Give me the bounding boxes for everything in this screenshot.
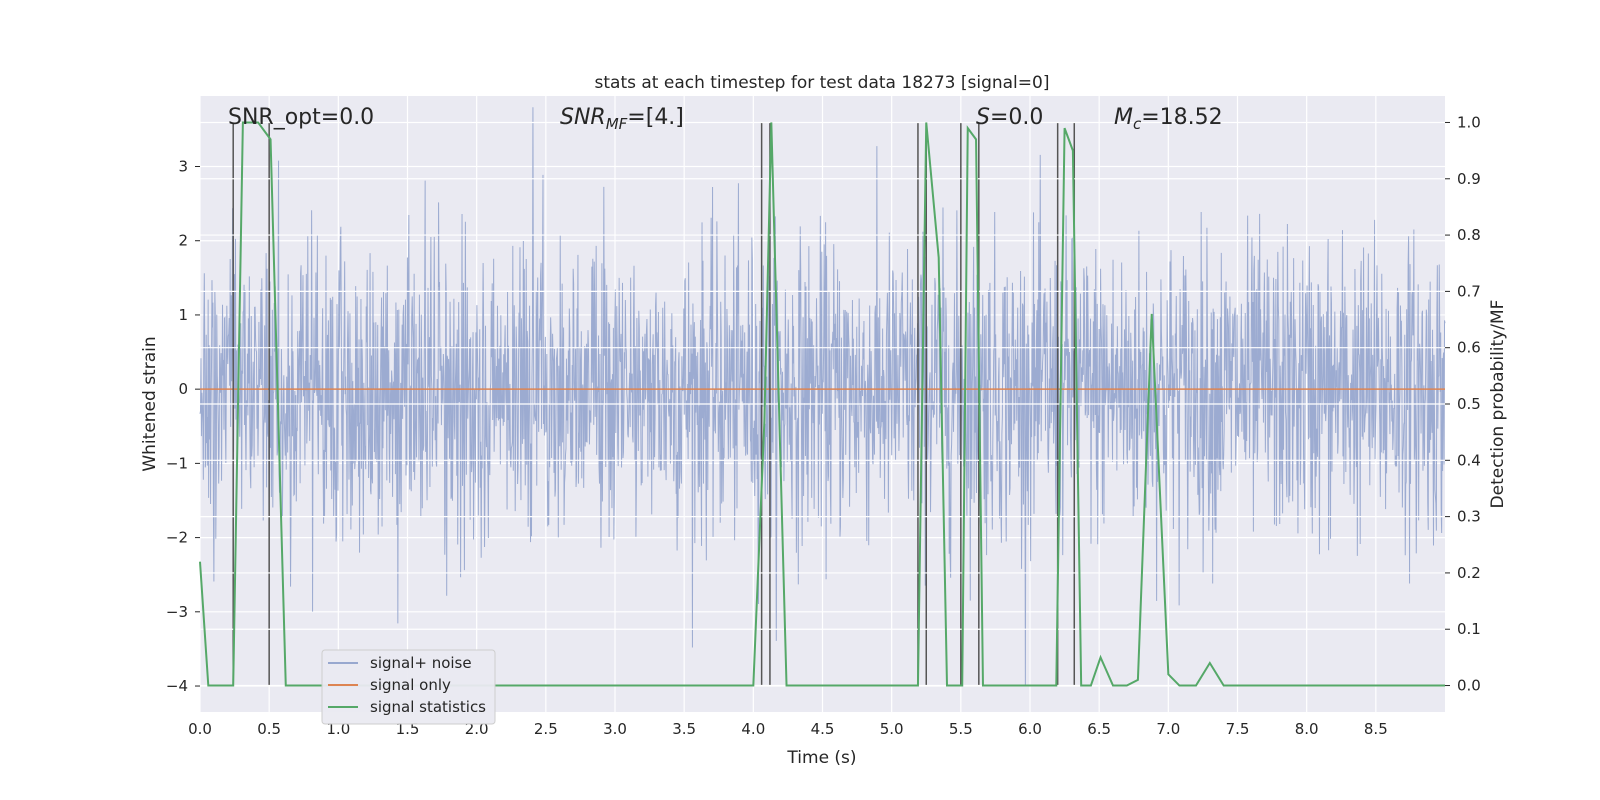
y-tick-label: −1 [166, 454, 188, 472]
x-tick-label: 3.5 [672, 720, 696, 738]
y2-axis-label: Detection probability/MF [1488, 300, 1508, 509]
legend-box [321, 649, 496, 725]
x-tick-label: 7.5 [1226, 720, 1250, 738]
y2-tick-label: 0.0 [1457, 677, 1481, 695]
legend: signal+ noise signal only signal statist… [321, 649, 496, 725]
mc-subscript: c [1133, 115, 1142, 133]
noise-trace [199, 107, 1446, 687]
x-tick-label: 6.5 [1087, 720, 1111, 738]
annotation-s: S=0.0 [976, 105, 1043, 130]
x-tick-label: 6.0 [1018, 720, 1042, 738]
x-tick-label: 4.5 [811, 720, 835, 738]
x-axis-label: Time (s) [786, 748, 856, 768]
y2-tick-label: 0.1 [1457, 620, 1481, 638]
y-tick-label: 3 [178, 158, 188, 176]
mc-value: =18.52 [1141, 105, 1222, 130]
y-axis-label: Whitened strain [140, 336, 160, 471]
y2-tick-label: 0.2 [1457, 564, 1481, 582]
annotation-snr-mf: SNRMF=[4.] [560, 105, 684, 133]
x-tick-label: 4.0 [741, 720, 765, 738]
annotation-mc: Mc=18.52 [1114, 105, 1223, 133]
snr-mf-value: =[4.] [627, 105, 684, 130]
x-tick-label: 3.0 [603, 720, 627, 738]
y-tick-labels: 3 2 1 0 −1 −2 −3 −4 [166, 158, 200, 695]
signal-plus-noise-series [199, 107, 1446, 687]
y-tick-label: −2 [166, 529, 188, 547]
y-tick-label: −3 [166, 603, 188, 621]
x-tick-label: 7.0 [1156, 720, 1180, 738]
signal-statistics-series [199, 121, 1445, 687]
s-symbol: S [976, 105, 990, 130]
chart-title: stats at each timestep for test data 182… [595, 73, 1050, 93]
legend-label-stats: signal statistics [370, 698, 486, 716]
y-tick-label: −4 [166, 677, 188, 695]
s-value: =0.0 [990, 105, 1043, 130]
y2-tick-label: 0.3 [1457, 508, 1481, 526]
legend-label-noise: signal+ noise [370, 654, 472, 672]
x-tick-label: 8.5 [1364, 720, 1388, 738]
snr-mf-subscript: MF [606, 115, 628, 133]
mc-symbol: M [1114, 105, 1133, 130]
y2-tick-label: 1.0 [1457, 113, 1481, 131]
annotation-snr-opt: SNR_opt=0.0 [228, 105, 374, 130]
x-tick-label: 5.5 [949, 720, 973, 738]
y2-tick-label: 0.4 [1457, 451, 1481, 469]
y2-tick-label: 0.9 [1457, 170, 1481, 188]
x-tick-label: 0.0 [188, 720, 212, 738]
y2-tick-label: 0.8 [1457, 226, 1481, 244]
y-tick-label: 1 [178, 306, 188, 324]
right-axis-gridlines [200, 121, 1445, 687]
y-tick-label: 0 [178, 380, 188, 398]
y2-tick-labels: 1.0 0.9 0.8 0.7 0.6 0.5 0.4 0.3 0.2 0.1 0.0 [1445, 113, 1481, 695]
x-tick-label: 2.5 [534, 720, 558, 738]
y2-tick-label: 0.5 [1457, 395, 1481, 413]
y2-tick-label: 0.7 [1457, 282, 1481, 300]
x-tick-label: 5.0 [880, 720, 904, 738]
legend-label-signal: signal only [370, 676, 451, 694]
x-tick-label: 8.0 [1295, 720, 1319, 738]
snr-mf-symbol: SNR [560, 105, 606, 130]
x-tick-label: 0.5 [257, 720, 281, 738]
y-tick-label: 2 [178, 232, 188, 250]
y2-tick-label: 0.6 [1457, 339, 1481, 357]
